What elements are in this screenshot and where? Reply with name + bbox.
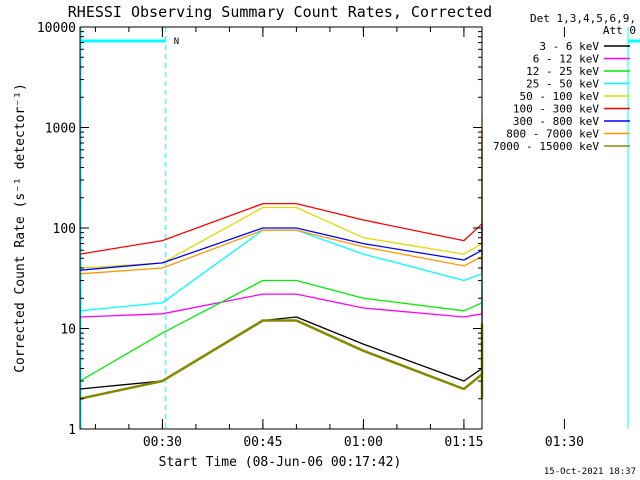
legend-header: Att 0 (603, 24, 636, 37)
chart-title: RHESSI Observing Summary Count Rates, Co… (68, 3, 492, 21)
x-tick-label: 01:15 (444, 435, 483, 450)
legend-header: Det 1,3,4,5,6,9, (530, 12, 636, 25)
y-tick-label: 1000 (45, 122, 76, 137)
y-tick-label: 100 (53, 222, 76, 237)
x-tick-label: 01:30 (545, 435, 584, 450)
x-axis-label: Start Time (08-Jun-06 00:17:42) (159, 455, 402, 470)
x-tick-label: 00:45 (243, 435, 282, 450)
legend-entry-label: 300 - 800 keV (513, 115, 599, 128)
legend-entry-label: 50 - 100 keV (520, 90, 600, 103)
legend-entry-label: 3 - 6 keV (539, 40, 599, 53)
y-tick-label: 1 (68, 423, 76, 438)
y-tick-label: 10000 (37, 21, 76, 36)
x-tick-label: 01:00 (344, 435, 383, 450)
y-tick-label: 10 (60, 323, 76, 338)
x-tick-label: 00:30 (143, 435, 182, 450)
y-axis-label: Corrected Count Rate (s⁻¹ detector⁻¹) (13, 83, 28, 373)
legend-entry-label: 7000 - 15000 keV (493, 140, 599, 153)
legend-entry-label: 100 - 300 keV (513, 103, 599, 116)
legend-entry-label: 25 - 50 keV (526, 78, 599, 91)
footer-timestamp: 15-Oct-2021 18:37 (544, 467, 636, 477)
legend-entry-label: 6 - 12 keV (533, 53, 600, 66)
attenuator-marker-label: N (174, 37, 179, 47)
y-axis: 1 10 100 1000 10000 (37, 21, 482, 438)
legend-entry-label: 12 - 25 keV (526, 65, 599, 78)
legend-entry-label: 800 - 7000 keV (506, 128, 599, 141)
